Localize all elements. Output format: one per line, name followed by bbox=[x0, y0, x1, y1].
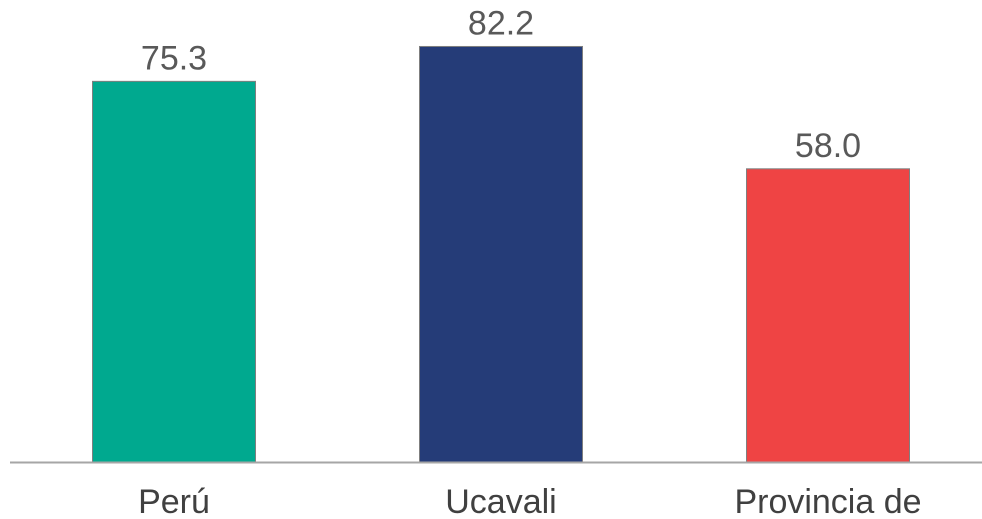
bars-group bbox=[92, 45, 910, 463]
value-labels-group: 75.3 82.2 58.0 bbox=[141, 4, 861, 164]
bar-0 bbox=[92, 80, 256, 463]
value-label-2: 58.0 bbox=[795, 127, 861, 165]
category-labels-group: Perú Ucavali Provincia de bbox=[138, 483, 921, 519]
bar-2 bbox=[746, 168, 910, 463]
category-label-1: Ucavali bbox=[445, 483, 556, 519]
category-label-2: Provincia de bbox=[734, 483, 921, 519]
bar-1 bbox=[419, 45, 583, 463]
value-label-1: 82.2 bbox=[468, 4, 534, 42]
category-label-0: Perú bbox=[138, 483, 210, 519]
value-label-0: 75.3 bbox=[141, 39, 207, 77]
